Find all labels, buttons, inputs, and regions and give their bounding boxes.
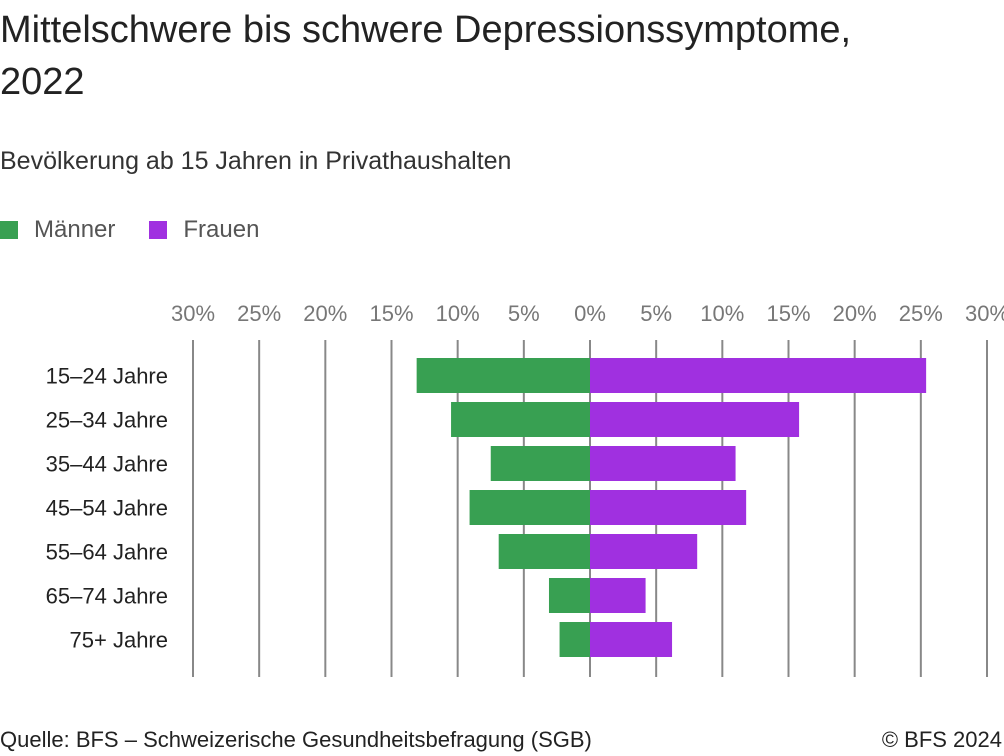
legend-swatch-maenner <box>0 221 18 239</box>
y-category-label: 15–24 Jahre <box>46 364 168 389</box>
bar-maenner <box>490 446 590 481</box>
legend-swatch-frauen <box>149 221 168 239</box>
x-tick-label: 25% <box>899 301 943 326</box>
legend-item-maenner[interactable]: Männer <box>0 216 115 244</box>
bar-frauen <box>590 358 927 393</box>
bar-frauen <box>590 622 673 657</box>
x-tick-label: 10% <box>436 301 480 326</box>
bar-frauen <box>590 446 736 481</box>
y-category-label: 25–34 Jahre <box>46 408 168 433</box>
bar-frauen <box>590 534 698 569</box>
bar-maenner <box>498 534 590 569</box>
bar-maenner <box>416 358 590 393</box>
chart-title: Mittelschwere bis schwere Depressionssym… <box>0 9 852 103</box>
x-tick-label: 20% <box>833 301 877 326</box>
legend-label-maenner: Männer <box>34 216 116 243</box>
bar-maenner <box>559 622 590 657</box>
source-note: Quelle: BFS – Schweizerische Gesundheits… <box>0 727 592 752</box>
legend-item-frauen[interactable]: Frauen <box>149 216 259 244</box>
y-category-label: 45–54 Jahre <box>46 496 168 521</box>
bar-maenner <box>451 402 590 437</box>
y-category-label: 65–74 Jahre <box>46 584 168 609</box>
bar-maenner <box>469 490 590 525</box>
y-category-label: 55–64 Jahre <box>46 540 168 565</box>
copyright-note: © BFS 2024 <box>881 727 1002 752</box>
x-tick-label: 15% <box>369 301 413 326</box>
x-tick-label: 25% <box>237 301 281 326</box>
x-tick-label: 20% <box>303 301 347 326</box>
diverging-bar-chart: 30% 25% 20% 15% 10% 5% 0% 5% 10% 15% 20% 25% 30% 15–2… <box>46 301 1004 677</box>
x-tick-label: 30% <box>965 301 1004 326</box>
x-tick-label: 5% <box>640 301 672 326</box>
legend-label-frauen: Frauen <box>183 216 260 243</box>
bar-frauen <box>590 402 800 437</box>
chart-subtitle: Bevölkerung ab 15 Jahren in Privathausha… <box>0 147 512 175</box>
bar-maenner <box>548 578 590 613</box>
bar-frauen <box>590 490 747 525</box>
x-tick-label: 30% <box>171 301 215 326</box>
y-category-label: 75+ Jahre <box>70 628 168 653</box>
y-category-label: 35–44 Jahre <box>46 452 168 477</box>
x-tick-label: 10% <box>700 301 744 326</box>
chart-legend: Männer Frauen <box>0 216 293 244</box>
x-tick-label: 0% <box>574 301 606 326</box>
x-tick-label: 15% <box>766 301 810 326</box>
x-tick-label: 5% <box>508 301 540 326</box>
bar-frauen <box>590 578 646 613</box>
